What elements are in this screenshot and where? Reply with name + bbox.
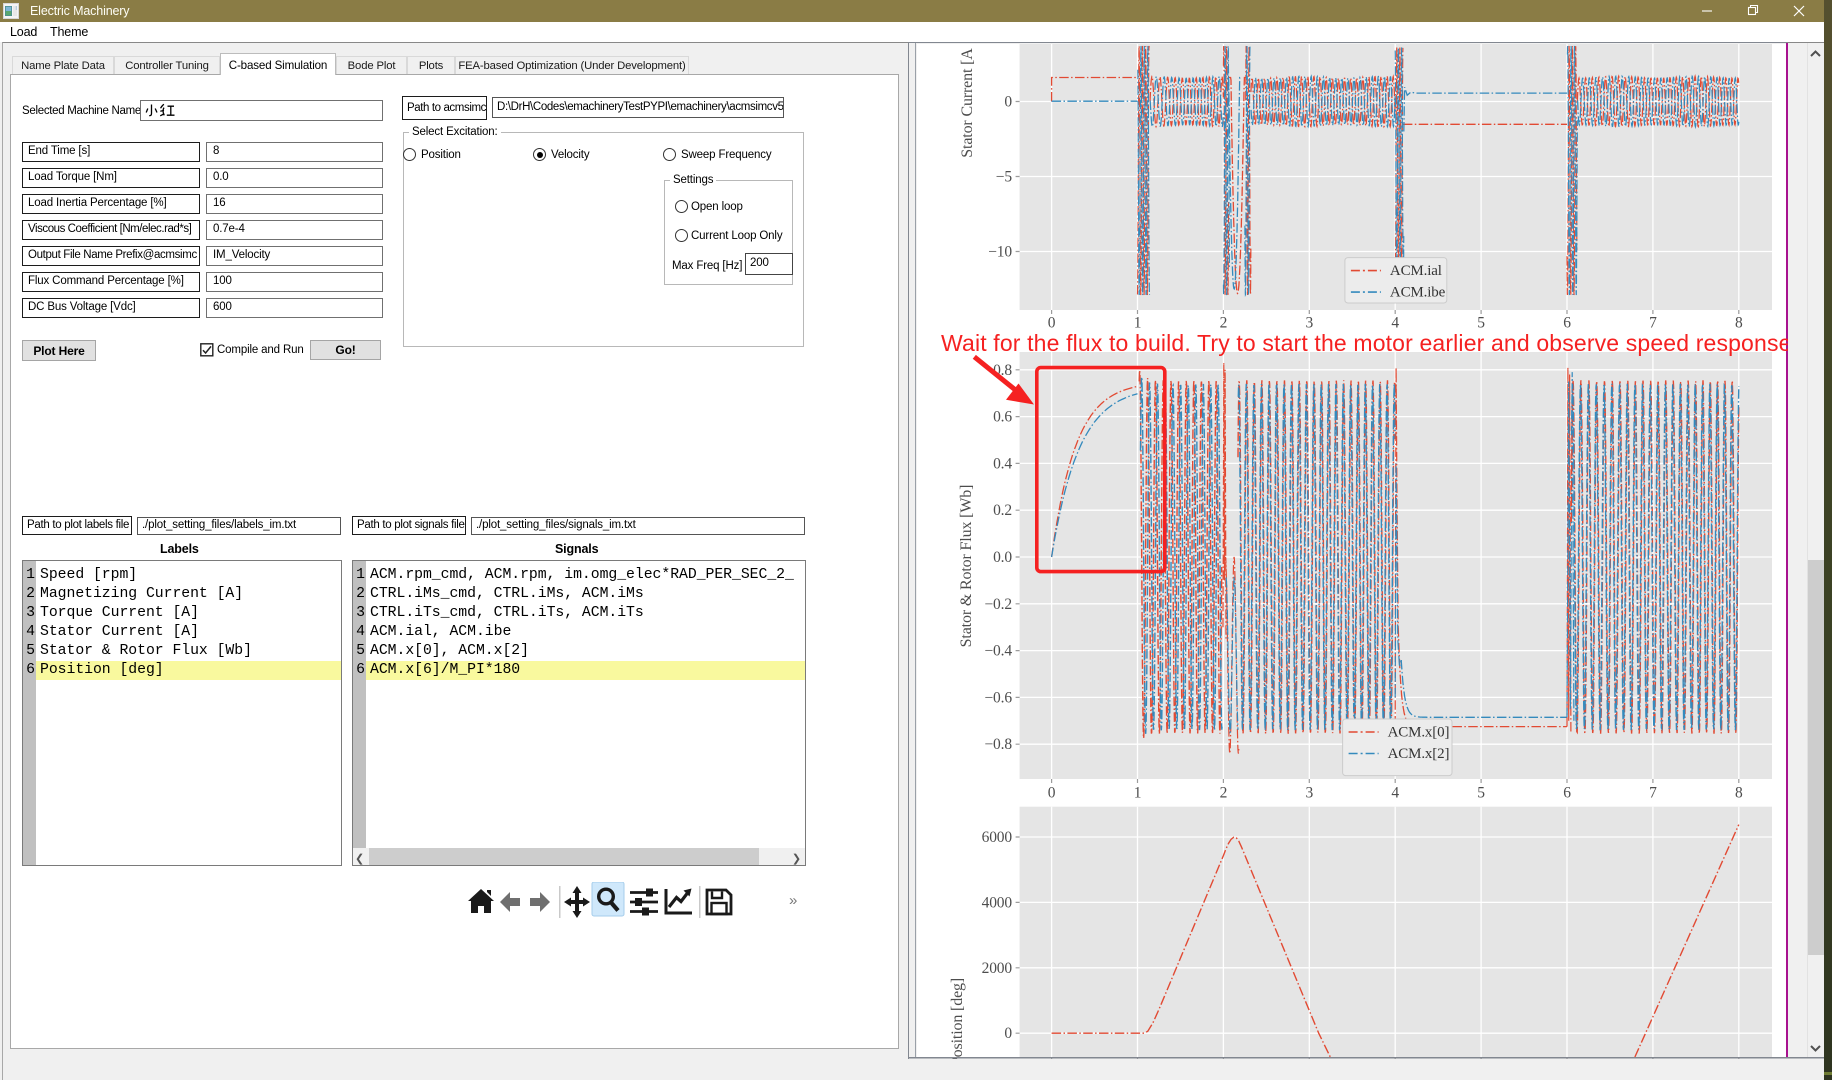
svg-text:8: 8 (1735, 785, 1743, 802)
svg-text:−10: −10 (988, 244, 1012, 261)
svg-text:7: 7 (1649, 785, 1657, 802)
svg-text:−0.4: −0.4 (984, 643, 1012, 660)
svg-text:0: 0 (1004, 94, 1012, 111)
svg-text:7: 7 (1649, 315, 1657, 332)
svg-text:0: 0 (1048, 785, 1056, 802)
svg-text:−0.2: −0.2 (984, 596, 1012, 613)
svg-text:3: 3 (1305, 785, 1313, 802)
svg-text:0: 0 (1004, 1025, 1012, 1042)
svg-text:6: 6 (1563, 315, 1571, 332)
svg-text:Position [deg]: Position [deg] (949, 978, 966, 1059)
svg-text:6: 6 (1563, 785, 1571, 802)
svg-text:2: 2 (1220, 785, 1228, 802)
svg-text:4000: 4000 (982, 894, 1013, 911)
svg-text:−5: −5 (996, 169, 1013, 186)
svg-text:Stator & Rotor Flux [Wb]: Stator & Rotor Flux [Wb] (958, 485, 975, 648)
svg-text:1: 1 (1134, 315, 1142, 332)
svg-text:0.4: 0.4 (993, 455, 1012, 472)
svg-text:0.6: 0.6 (993, 409, 1012, 426)
svg-text:ACM.ibe: ACM.ibe (1390, 285, 1446, 301)
svg-text:8: 8 (1735, 315, 1743, 332)
svg-text:0.0: 0.0 (993, 549, 1012, 566)
svg-text:4: 4 (1391, 785, 1399, 802)
svg-text:−0.8: −0.8 (984, 736, 1012, 753)
svg-text:3: 3 (1305, 315, 1313, 332)
svg-text:Stator Current [A: Stator Current [A (959, 48, 976, 158)
svg-text:2: 2 (1220, 315, 1228, 332)
svg-text:ACM.ial: ACM.ial (1390, 263, 1442, 279)
svg-text:6000: 6000 (982, 829, 1013, 846)
svg-text:5: 5 (1477, 785, 1485, 802)
svg-text:2000: 2000 (982, 960, 1013, 977)
svg-text:0: 0 (1048, 315, 1056, 332)
svg-text:4: 4 (1391, 315, 1399, 332)
svg-text:−0.6: −0.6 (984, 689, 1012, 706)
svg-text:1: 1 (1134, 785, 1142, 802)
svg-text:ACM.x[0]: ACM.x[0] (1388, 725, 1450, 741)
svg-text:5: 5 (1477, 315, 1485, 332)
svg-text:ACM.x[2]: ACM.x[2] (1388, 746, 1450, 762)
svg-text:0.2: 0.2 (993, 502, 1012, 519)
